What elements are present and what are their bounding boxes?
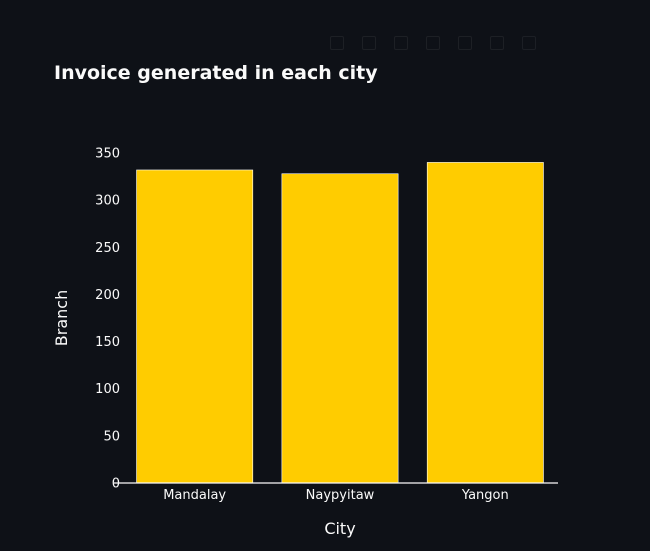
y-tick-label: 350: [95, 147, 120, 162]
y-tick-label: 150: [95, 335, 120, 350]
autoscale-icon[interactable]: [490, 36, 504, 50]
x-axis-label: City: [324, 519, 355, 538]
chart-toolbar: [330, 34, 650, 52]
x-tick-label: Mandalay: [163, 488, 226, 503]
camera-icon[interactable]: [330, 36, 344, 50]
y-axis-ticks: 0 50 100 150 200 250 300 350: [95, 147, 120, 492]
x-tick-label: Yangon: [461, 488, 509, 503]
zoom-in-icon[interactable]: [426, 36, 440, 50]
chart-title: Invoice generated in each city: [54, 62, 378, 84]
bar-naypyitaw[interactable]: [281, 173, 399, 484]
y-axis-label: Branch: [52, 290, 71, 346]
x-axis-ticks: Mandalay Naypyitaw Yangon: [163, 488, 509, 503]
y-tick-label: 50: [103, 429, 120, 444]
zoom-out-icon[interactable]: [458, 36, 472, 50]
bar-mandalay[interactable]: [136, 169, 254, 484]
reset-axes-icon[interactable]: [522, 36, 536, 50]
y-tick-label: 200: [95, 288, 120, 303]
bar-yangon[interactable]: [426, 162, 544, 484]
y-tick-label: 0: [112, 477, 120, 492]
y-tick-label: 300: [95, 194, 120, 209]
pan-icon[interactable]: [394, 36, 408, 50]
y-tick-label: 250: [95, 241, 120, 256]
zoom-icon[interactable]: [362, 36, 376, 50]
x-tick-label: Naypyitaw: [306, 488, 375, 503]
bars: [136, 162, 544, 484]
y-tick-label: 100: [95, 382, 120, 397]
